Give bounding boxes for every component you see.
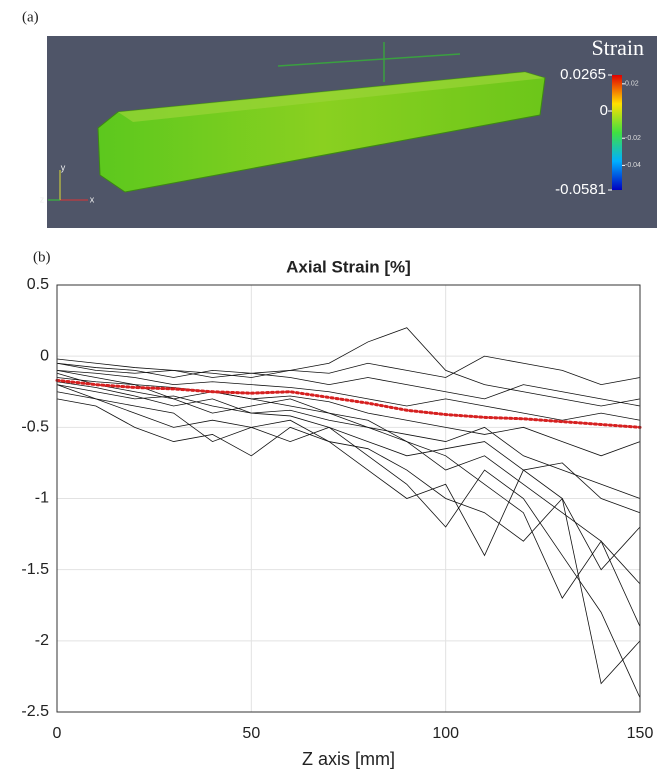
strain-line bbox=[56, 370, 641, 421]
colorbar-tick-label: 0.0265 bbox=[560, 66, 606, 83]
strain-line bbox=[56, 384, 641, 699]
strain-line bbox=[56, 377, 641, 457]
triad-label: y bbox=[61, 162, 66, 172]
chart-title: Axial Strain [%] bbox=[286, 257, 411, 276]
y-tick-label: -1.5 bbox=[21, 561, 49, 578]
y-tick-label: -2 bbox=[35, 632, 49, 649]
strain-line bbox=[56, 381, 641, 514]
colorbar-title: Strain bbox=[591, 35, 644, 60]
strain-line bbox=[56, 355, 641, 386]
plot-frame bbox=[56, 284, 641, 713]
crosshair bbox=[277, 53, 461, 67]
strain-line bbox=[56, 391, 641, 685]
colorbar-minor-label: -0.04 bbox=[625, 162, 641, 169]
x-tick-label: 150 bbox=[627, 725, 654, 742]
triad-label: z bbox=[40, 194, 45, 204]
y-tick-label: -2.5 bbox=[21, 703, 49, 720]
y-tick-label: -1 bbox=[35, 490, 49, 507]
colorbar bbox=[612, 75, 622, 190]
beam-top bbox=[118, 72, 545, 122]
x-tick-label: 0 bbox=[53, 725, 62, 742]
x-axis-label: Z axis [mm] bbox=[302, 749, 395, 769]
strain-line bbox=[56, 384, 641, 499]
colorbar-minor-label: -0.02 bbox=[625, 135, 641, 142]
panel-label: (b) bbox=[33, 249, 51, 265]
colorbar-minor-label: 0.02 bbox=[625, 81, 639, 88]
triad-label: x bbox=[90, 194, 95, 204]
mean-line bbox=[55, 378, 642, 429]
strain-line bbox=[56, 370, 641, 627]
x-tick-label: 50 bbox=[242, 725, 260, 742]
colorbar-tick-label: 0 bbox=[600, 102, 608, 119]
strain-line bbox=[56, 327, 641, 407]
x-tick-label: 100 bbox=[432, 725, 459, 742]
colorbar-tick-label: -0.0581 bbox=[555, 181, 606, 198]
strain-line bbox=[56, 372, 641, 585]
strain-line bbox=[56, 362, 641, 407]
panel-label: (a) bbox=[22, 9, 39, 25]
y-tick-label: 0.5 bbox=[27, 276, 49, 293]
strain-line bbox=[56, 398, 641, 571]
y-tick-label: -0.5 bbox=[21, 419, 49, 436]
y-tick-label: 0 bbox=[40, 347, 49, 364]
